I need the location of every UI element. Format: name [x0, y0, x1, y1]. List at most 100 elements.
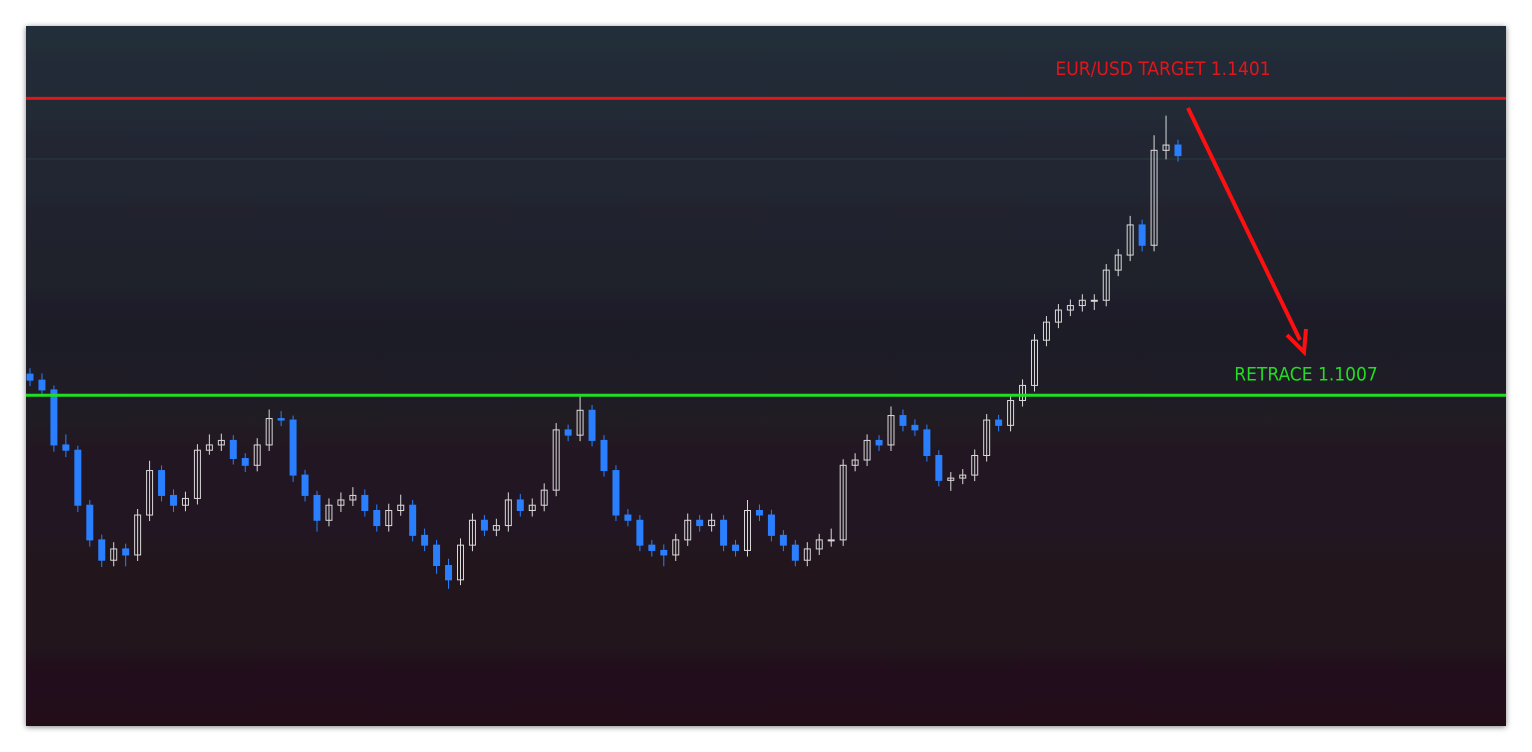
candle-body — [457, 544, 464, 581]
candle-body — [696, 519, 704, 527]
candle-body — [122, 548, 130, 556]
candle-body — [588, 409, 596, 441]
candle-body — [971, 454, 979, 476]
candle-body — [62, 444, 70, 451]
candle-body — [1174, 144, 1182, 157]
candle-body — [660, 549, 668, 556]
candle-body — [373, 509, 381, 527]
candle-body — [1114, 254, 1122, 271]
candle-body — [158, 470, 166, 496]
candle-body — [827, 539, 835, 542]
candle-body — [528, 504, 536, 511]
candle-body — [516, 499, 524, 511]
candle-body — [1138, 224, 1146, 246]
candle-body — [1090, 299, 1098, 302]
candle-body — [1162, 144, 1170, 151]
candle-body — [1150, 149, 1158, 246]
candle-body — [193, 449, 201, 499]
candle-body — [217, 439, 225, 446]
candle-body — [492, 525, 500, 531]
candle-body — [337, 499, 345, 506]
candle-body — [851, 459, 859, 466]
candle-body — [409, 504, 417, 536]
candle-body — [445, 565, 453, 581]
candle-body — [277, 418, 285, 421]
candle-body — [1007, 399, 1015, 426]
candle-body — [170, 494, 177, 506]
candle-body — [241, 458, 249, 466]
candle-body — [433, 544, 441, 567]
arrow-head — [1285, 328, 1308, 357]
candle-body — [397, 504, 405, 511]
candle-body — [205, 444, 213, 451]
candle-body — [899, 415, 907, 426]
level-label: EUR/USD TARGET 1.1401 — [1055, 58, 1270, 80]
candle-body — [1031, 339, 1038, 386]
candle-body — [624, 514, 632, 521]
candle-body — [421, 534, 429, 546]
candle-body — [803, 548, 811, 561]
candle-body — [875, 439, 883, 446]
candle-body — [564, 429, 572, 436]
candle-body — [301, 474, 309, 496]
candle-body — [313, 494, 321, 521]
candle-body — [576, 409, 584, 436]
candle-body — [744, 509, 751, 551]
candle-body — [289, 419, 297, 476]
candle-body — [911, 424, 919, 431]
candle-body — [540, 489, 548, 506]
candle-body — [923, 429, 931, 456]
candle-body — [1054, 309, 1062, 323]
candle-body — [767, 514, 775, 536]
candle-body — [708, 519, 716, 527]
candle-body — [349, 494, 357, 501]
candle-body — [839, 464, 847, 541]
candle-body — [887, 415, 895, 446]
candle-body — [983, 419, 991, 456]
candle-body — [38, 379, 46, 391]
candle-body — [74, 449, 82, 506]
candle-body — [600, 439, 608, 472]
candle-body — [791, 544, 799, 561]
level-label: RETRACE 1.1007 — [1234, 364, 1378, 386]
candle-body — [552, 429, 560, 491]
candle-body — [468, 519, 476, 546]
candle-body — [648, 544, 656, 551]
candle-body — [134, 514, 142, 556]
candle-body — [50, 389, 58, 446]
candle-body — [146, 470, 154, 516]
chart-panel — [26, 26, 1506, 726]
candle-body — [361, 494, 369, 511]
candle-body — [385, 509, 393, 527]
candle-body — [815, 539, 823, 550]
candle-body — [325, 504, 333, 521]
candle-body — [959, 474, 967, 479]
candle-body — [684, 519, 692, 541]
candle-body — [181, 497, 189, 506]
candle-body — [265, 418, 273, 446]
candle-body — [1126, 224, 1134, 256]
candle-body — [1078, 299, 1086, 307]
candles — [26, 115, 1182, 589]
levels: EUR/USD TARGET 1.1401 RETRACE 1.1007 — [26, 58, 1506, 397]
arrow — [1186, 107, 1308, 357]
candle-body — [779, 534, 787, 546]
candle-body — [253, 444, 261, 466]
candle-body — [229, 439, 237, 460]
candle-body — [110, 548, 118, 561]
candle-body — [1042, 321, 1050, 341]
candle-body — [863, 439, 871, 461]
candle-body — [672, 539, 680, 556]
candle-body — [720, 519, 728, 546]
candle-body — [98, 539, 106, 561]
candle-body — [504, 499, 512, 527]
candle-body — [947, 477, 955, 481]
candle-body — [26, 373, 34, 381]
candle-body — [480, 519, 488, 531]
candle-body — [935, 454, 943, 481]
candle-body — [755, 509, 763, 516]
candle-body — [636, 519, 644, 546]
candle-body — [732, 544, 740, 551]
